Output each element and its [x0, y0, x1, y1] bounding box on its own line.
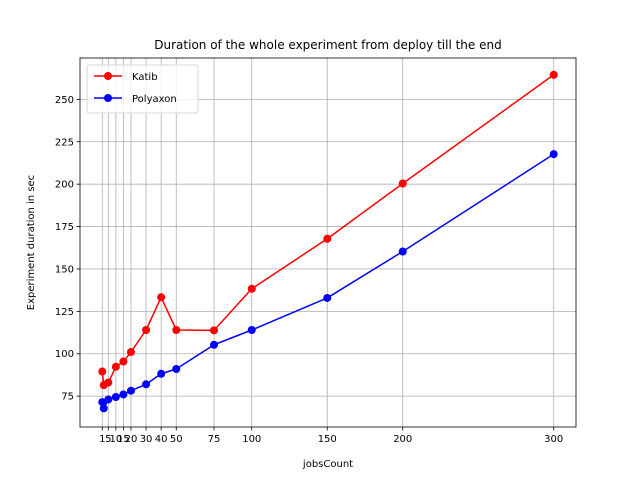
data-point-katib	[126, 348, 135, 357]
legend-box	[86, 64, 199, 114]
data-point-katib	[172, 326, 181, 335]
chart-title: Duration of the whole experiment from de…	[154, 38, 501, 52]
data-point-katib	[210, 326, 219, 335]
legend-label-polyaxon: Polyaxon	[132, 94, 177, 105]
data-point-polyaxon	[99, 404, 108, 413]
y-axis-label: Experiment duration in sec	[26, 175, 37, 310]
plot-frame	[79, 57, 577, 428]
x-tick-label: 150	[318, 434, 337, 445]
data-point-katib	[247, 284, 256, 293]
data-point-polyaxon	[210, 340, 219, 349]
y-tick-label: 150	[55, 264, 74, 275]
x-tick-label: 200	[393, 434, 412, 445]
y-tick-label: 250	[55, 95, 74, 106]
data-point-polyaxon	[549, 150, 558, 159]
data-point-polyaxon	[157, 369, 166, 378]
data-point-polyaxon	[98, 398, 107, 407]
data-point-katib	[119, 357, 128, 366]
y-tick-label: 100	[55, 349, 74, 360]
x-tick-label: 15	[117, 434, 130, 445]
legend-marker-katib	[104, 72, 112, 80]
data-point-katib	[111, 362, 120, 371]
data-point-katib	[398, 179, 407, 188]
x-tick-label: 40	[155, 434, 168, 445]
data-point-katib	[323, 234, 332, 243]
data-point-polyaxon	[398, 247, 407, 256]
x-tick-label: 75	[208, 434, 221, 445]
data-point-polyaxon	[142, 380, 151, 389]
data-point-polyaxon	[119, 390, 128, 399]
y-tick-label: 175	[55, 222, 74, 233]
data-point-katib	[98, 367, 107, 376]
legend: Katib Polyaxon	[86, 64, 199, 114]
legend-label-katib: Katib	[132, 72, 158, 83]
series-layer	[98, 70, 558, 413]
x-tick-label: 10	[109, 434, 122, 445]
data-point-polyaxon	[172, 365, 181, 374]
data-point-polyaxon	[323, 293, 332, 302]
legend-marker-polyaxon	[104, 94, 112, 102]
y-tick-label: 125	[55, 307, 74, 318]
x-tick-label: 30	[140, 434, 153, 445]
x-axis-label: jobsCount	[302, 459, 353, 470]
data-point-katib	[142, 326, 151, 335]
data-point-polyaxon	[126, 386, 135, 395]
x-tick-label: 50	[170, 434, 183, 445]
x-tick-label: 300	[544, 434, 563, 445]
y-tick-label: 75	[61, 392, 74, 403]
x-tick-label: 100	[242, 434, 261, 445]
data-point-polyaxon	[247, 326, 256, 335]
y-tick-label: 200	[55, 180, 74, 191]
data-point-polyaxon	[104, 395, 113, 404]
x-tick-label: 20	[125, 434, 138, 445]
x-tick-label: 5	[105, 434, 111, 445]
y-tick-label: 225	[55, 137, 74, 148]
data-point-polyaxon	[111, 392, 120, 401]
x-tick-label: 1	[99, 434, 105, 445]
y-axis-ticks: 75 100 125 150 175 200 225 250	[55, 95, 80, 403]
data-point-katib	[104, 378, 113, 387]
data-point-katib	[157, 293, 166, 302]
data-point-katib	[549, 70, 558, 79]
